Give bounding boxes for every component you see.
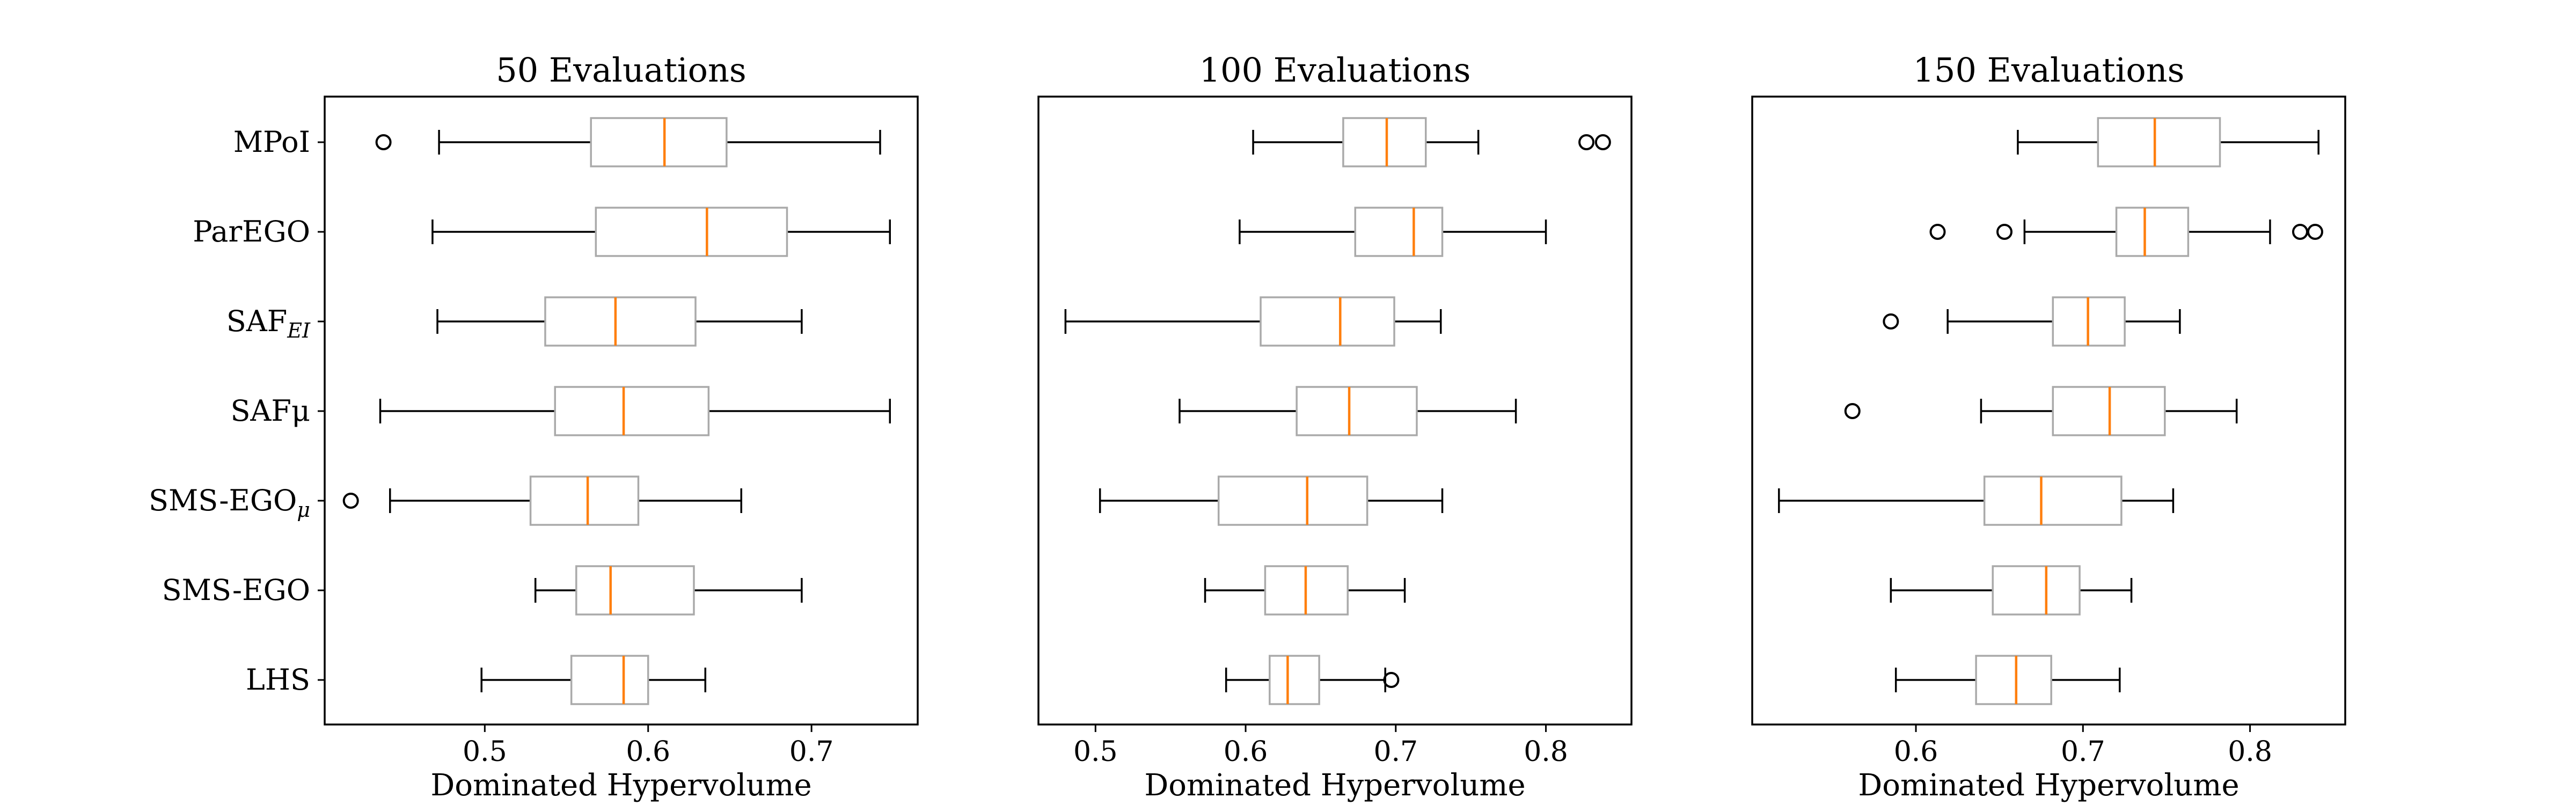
iqr-box: [1975, 655, 2052, 705]
box-SAFμ: [1844, 386, 2238, 436]
method-label-main: SAFμ: [230, 394, 310, 428]
iqr-box: [575, 565, 695, 616]
method-label-subscript: μ: [297, 498, 310, 522]
x-axis-label: Dominated Hypervolume: [430, 768, 811, 803]
method-label-main: SAF: [226, 304, 287, 338]
box-MPoI: [2017, 117, 2319, 167]
iqr-box: [1342, 117, 1427, 167]
box-SMS-EGO: [1890, 565, 2133, 616]
box-SAFμ: [1179, 386, 1517, 436]
method-label-main: LHS: [246, 663, 310, 697]
iqr-box: [570, 655, 649, 705]
box-SMS-EGO_μ: [1099, 475, 1444, 526]
method-label-main: MPoI: [233, 125, 310, 159]
box-LHS: [1225, 655, 1400, 705]
box-SAF_EI: [1883, 296, 2181, 347]
iqr-box: [1217, 475, 1368, 526]
box-MPoI: [375, 117, 881, 167]
box-SMS-EGO_μ: [342, 475, 742, 526]
x-tick-label: 0.8: [1524, 736, 1568, 768]
box-LHS: [480, 655, 707, 705]
box-MPoI: [1252, 117, 1611, 167]
x-tick-label: 0.7: [2061, 736, 2105, 768]
panel-title: 50 Evaluations: [496, 50, 746, 90]
flier-point-0: [1929, 224, 1946, 240]
x-tick-label: 0.7: [789, 736, 834, 768]
flier-point-2: [2292, 224, 2308, 240]
method-label-main: SMS-EGO: [149, 484, 297, 517]
x-tick-label: 0.6: [1894, 736, 1938, 768]
panel-frame: [1751, 96, 2346, 726]
x-tick-label: 0.6: [626, 736, 670, 768]
iqr-box: [554, 386, 710, 436]
box-ParEGO: [1929, 207, 2323, 257]
iqr-box: [1354, 207, 1444, 257]
flier-point-0: [375, 134, 392, 150]
box-SMS-EGO: [534, 565, 803, 616]
method-label-1: ParEGO: [193, 215, 310, 248]
flier-point-0: [1844, 403, 1861, 419]
x-tick-label: 0.7: [1373, 736, 1418, 768]
x-tick-label: 0.6: [1224, 736, 1268, 768]
method-label-subscript: EI: [287, 319, 311, 342]
x-tick-label: 0.5: [1073, 736, 1118, 768]
method-label-main: ParEGO: [193, 215, 310, 248]
panel-title: 100 Evaluations: [1199, 50, 1471, 90]
iqr-box: [1992, 565, 2081, 616]
method-label-2: SAFEI: [226, 304, 311, 342]
panel-frame: [324, 96, 919, 726]
flier-point-0: [1578, 134, 1595, 150]
box-SMS-EGO: [1204, 565, 1406, 616]
flier-point-1: [1594, 134, 1611, 150]
x-tick-label: 0.5: [463, 736, 507, 768]
method-label-4: SMS-EGOμ: [149, 484, 310, 522]
flier-point-1: [1996, 224, 2013, 240]
method-label-5: SMS-EGO: [162, 573, 310, 607]
method-label-0: MPoI: [233, 125, 310, 159]
iqr-box: [544, 296, 697, 347]
iqr-box: [1983, 475, 2123, 526]
box-ParEGO: [431, 207, 891, 257]
iqr-box: [2115, 207, 2190, 257]
box-LHS: [1894, 655, 2121, 705]
box-SAFμ: [379, 386, 891, 436]
iqr-box: [595, 207, 788, 257]
iqr-box: [590, 117, 728, 167]
method-label-main: SMS-EGO: [162, 573, 310, 607]
iqr-box: [1260, 296, 1395, 347]
x-axis-label: Dominated Hypervolume: [1858, 768, 2239, 803]
iqr-box: [1269, 655, 1320, 705]
box-SMS-EGO_μ: [1778, 475, 2175, 526]
iqr-box: [1296, 386, 1418, 436]
panel-frame: [1037, 96, 1633, 726]
method-label-6: LHS: [246, 663, 310, 697]
x-tick-label: 0.8: [2228, 736, 2272, 768]
flier-point-3: [2307, 224, 2323, 240]
flier-point-0: [1883, 313, 1899, 330]
box-SAF_EI: [1064, 296, 1442, 347]
flier-point-0: [342, 493, 359, 509]
box-SAF_EI: [436, 296, 803, 347]
method-label-3: SAFμ: [230, 394, 310, 428]
x-axis-label: Dominated Hypervolume: [1144, 768, 1525, 803]
panel-title: 150 Evaluations: [1913, 50, 2185, 90]
box-ParEGO: [1239, 207, 1547, 257]
iqr-box: [529, 475, 640, 526]
flier-point-0: [1383, 672, 1400, 688]
iqr-box: [2097, 117, 2221, 167]
